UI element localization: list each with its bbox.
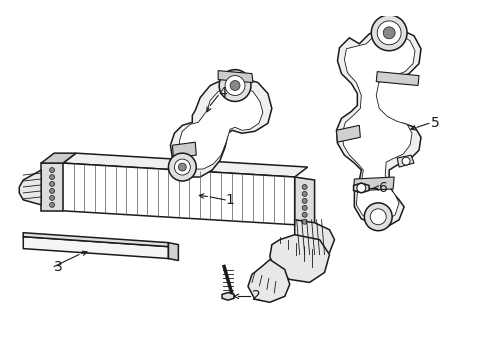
- Circle shape: [49, 195, 55, 201]
- Circle shape: [174, 159, 190, 175]
- Polygon shape: [41, 153, 76, 163]
- Circle shape: [356, 184, 365, 193]
- Circle shape: [302, 198, 306, 203]
- Polygon shape: [375, 72, 418, 86]
- Text: 6: 6: [379, 181, 387, 195]
- Polygon shape: [218, 71, 252, 82]
- Text: 2: 2: [251, 289, 260, 303]
- Polygon shape: [396, 155, 413, 167]
- Circle shape: [383, 27, 394, 39]
- Circle shape: [370, 15, 406, 51]
- Circle shape: [224, 76, 244, 95]
- Polygon shape: [336, 28, 420, 227]
- Circle shape: [178, 163, 186, 171]
- Circle shape: [219, 69, 250, 102]
- Polygon shape: [222, 293, 234, 300]
- Polygon shape: [41, 163, 63, 211]
- Circle shape: [49, 167, 55, 172]
- Circle shape: [376, 21, 400, 45]
- Circle shape: [49, 188, 55, 193]
- Polygon shape: [172, 142, 196, 158]
- Polygon shape: [247, 260, 289, 302]
- Circle shape: [401, 157, 409, 165]
- Circle shape: [302, 219, 306, 224]
- Polygon shape: [168, 243, 178, 261]
- Polygon shape: [294, 220, 334, 257]
- Circle shape: [302, 184, 306, 189]
- Circle shape: [302, 205, 306, 210]
- Circle shape: [230, 81, 240, 90]
- Polygon shape: [342, 33, 414, 222]
- Polygon shape: [336, 125, 360, 142]
- Circle shape: [302, 212, 306, 217]
- Circle shape: [364, 203, 391, 231]
- Polygon shape: [269, 235, 329, 282]
- Text: 3: 3: [54, 260, 63, 274]
- Polygon shape: [353, 183, 368, 193]
- Circle shape: [49, 181, 55, 186]
- Circle shape: [369, 209, 386, 225]
- Circle shape: [168, 153, 196, 181]
- Polygon shape: [179, 86, 263, 169]
- Circle shape: [49, 175, 55, 180]
- Polygon shape: [23, 237, 168, 258]
- Polygon shape: [294, 177, 314, 228]
- Text: 1: 1: [224, 193, 233, 207]
- Polygon shape: [63, 163, 294, 225]
- Text: 4: 4: [218, 86, 226, 100]
- Polygon shape: [23, 233, 168, 247]
- Polygon shape: [353, 177, 393, 191]
- Polygon shape: [19, 170, 41, 205]
- Text: 5: 5: [430, 116, 439, 130]
- Circle shape: [49, 202, 55, 207]
- Polygon shape: [63, 153, 307, 177]
- Polygon shape: [170, 78, 271, 177]
- Circle shape: [302, 192, 306, 197]
